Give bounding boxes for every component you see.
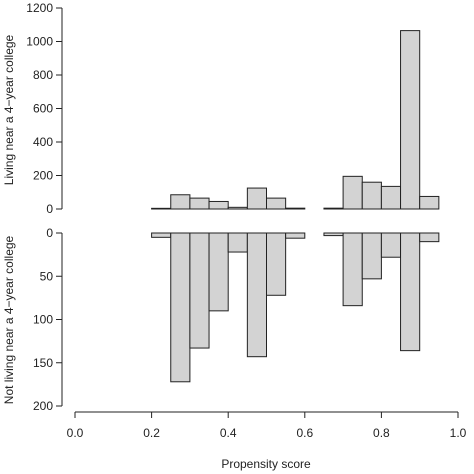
bottom-bar [380,232,402,258]
top-bar [285,207,306,210]
top-bar [246,187,268,210]
top-panel-y-axis-label: Living near a 4−year college [2,34,16,185]
x-axis-label: Propensity score [221,457,311,471]
bottom-bar [227,232,248,253]
x-tick-label: 0.2 [143,426,160,440]
bottom-bar [419,232,440,243]
x-axis: 0.0 0.2 0.4 0.6 0.8 1.0 [67,411,467,440]
top-y-tick-label: 800 [33,68,53,82]
bottom-bar [361,232,382,280]
bottom-panel-y-axis-label: Not living near a 4−year college [2,235,16,404]
bottom-y-tick-label: 100 [33,313,53,327]
top-bar [170,194,191,210]
top-bar [208,200,229,210]
bottom-bar [246,232,268,358]
top-y-tick-label: 200 [33,169,53,183]
top-y-tick-label: 1000 [26,35,53,49]
top-bar [400,30,421,210]
top-bar [323,207,344,210]
top-panel-y-axis: 0 200 400 600 800 1000 1200 [26,1,63,216]
top-bar [419,195,440,210]
top-panel-bars [151,30,440,210]
top-y-tick-label: 600 [33,102,53,116]
x-tick-label: 0.0 [67,426,84,440]
bottom-y-tick-label: 150 [33,356,53,370]
top-bar [227,206,248,210]
top-bar [342,175,363,210]
bottom-panel-bars [151,232,440,383]
bottom-bar [170,232,191,383]
bottom-bar [266,232,287,296]
top-bar [380,185,402,210]
top-y-tick-label: 400 [33,135,53,149]
top-bar [266,197,287,210]
top-bar [361,181,382,210]
top-y-tick-label: 1200 [26,1,53,15]
bottom-panel-y-axis: 0 50 100 150 200 [33,226,63,413]
top-bar [189,197,210,210]
bottom-bar [189,232,210,349]
bottom-bar [400,232,421,352]
top-bar [151,207,172,210]
bottom-bar [285,232,306,239]
bottom-bar [323,232,344,237]
bottom-bar [342,232,363,307]
top-y-tick-label: 0 [46,202,53,216]
bottom-bar [208,232,229,312]
x-tick-label: 1.0 [450,426,467,440]
x-tick-label: 0.8 [373,426,390,440]
x-tick-label: 0.4 [220,426,237,440]
x-tick-label: 0.6 [296,426,313,440]
bottom-bar [151,232,172,238]
bottom-y-tick-label: 0 [46,226,53,240]
bottom-y-tick-label: 50 [40,269,54,283]
bottom-y-tick-label: 200 [33,399,53,413]
